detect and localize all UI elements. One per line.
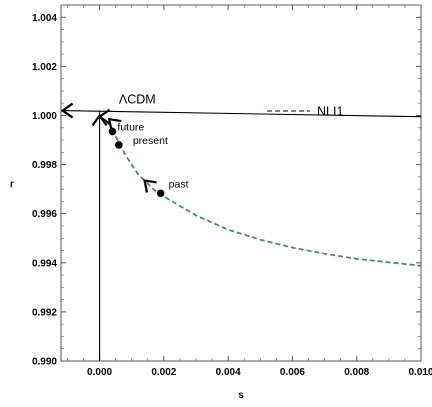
y-tick-label: 0.992 bbox=[32, 307, 57, 318]
y-axis-label: r bbox=[10, 179, 14, 190]
y-tick-label: 0.990 bbox=[32, 357, 57, 368]
x-tick-label: 0.004 bbox=[216, 367, 241, 378]
axis-ticks: 0.000 0.002 0.004 0.006 0.008 0.010 0.990 0.992… bbox=[32, 4, 432, 378]
x-axis-label: s bbox=[238, 390, 244, 401]
reference-line bbox=[60, 110, 422, 118]
legend-label: NLI1 bbox=[317, 105, 343, 119]
arrow-up-left bbox=[143, 179, 157, 193]
plot-frame bbox=[60, 4, 422, 362]
arrows-layer bbox=[60, 102, 157, 193]
point-present bbox=[115, 141, 123, 149]
arrow-up bbox=[91, 113, 108, 127]
series-line-NLI1 bbox=[108, 121, 422, 267]
annotation-lcdm: ΛCDM bbox=[119, 93, 156, 107]
point-past bbox=[156, 189, 165, 198]
point-label-past: past bbox=[169, 178, 189, 190]
x-tick-label: 0.008 bbox=[344, 367, 369, 378]
legend: NLI1 bbox=[267, 105, 343, 119]
point-label-present: present bbox=[133, 135, 168, 147]
plot-border bbox=[60, 4, 422, 362]
point-label-future: future bbox=[117, 121, 144, 133]
x-tick-label: 0.006 bbox=[280, 367, 305, 378]
point-future bbox=[108, 127, 117, 136]
x-tick-label: 0.000 bbox=[87, 367, 112, 378]
x-tick-label: 0.010 bbox=[408, 367, 432, 378]
series-layer bbox=[108, 121, 422, 267]
y-tick-label: 0.998 bbox=[32, 160, 57, 171]
arrow-left bbox=[60, 102, 74, 119]
y-tick-label: 0.996 bbox=[32, 209, 57, 220]
y-tick-label: 1.000 bbox=[32, 111, 57, 122]
reference-lines bbox=[60, 110, 422, 361]
y-tick-label: 1.004 bbox=[32, 13, 57, 24]
y-tick-label: 1.002 bbox=[32, 62, 57, 73]
x-tick-label: 0.002 bbox=[151, 367, 176, 378]
arrow-up-left bbox=[107, 117, 122, 132]
points-layer bbox=[108, 127, 165, 198]
labels-layer: future present past ΛCDM bbox=[117, 93, 188, 191]
y-tick-label: 0.994 bbox=[32, 258, 57, 269]
